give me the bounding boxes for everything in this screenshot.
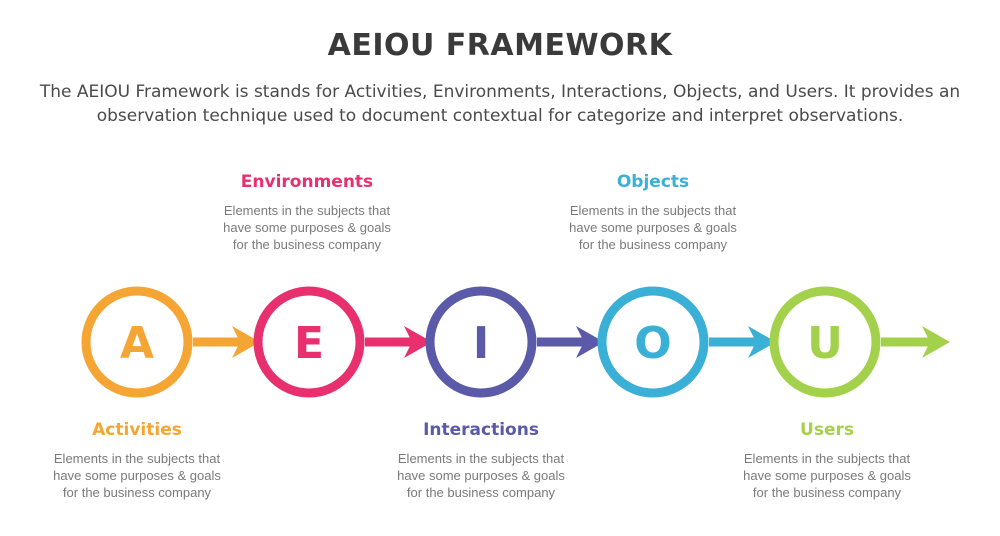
step-o-circle: O xyxy=(597,286,709,398)
connector-u-end xyxy=(881,326,950,358)
interactions-description: Elements in the subjects that have some … xyxy=(397,451,565,500)
step-e-circle: E xyxy=(253,286,365,398)
step-a-circle: A xyxy=(81,286,193,398)
activities-label: Activities xyxy=(92,420,182,440)
interactions-label: Interactions xyxy=(423,420,539,440)
users-description: Elements in the subjects that have some … xyxy=(743,451,911,500)
objects-description: Elements in the subjects that have some … xyxy=(569,203,737,252)
objects-label: Objects xyxy=(616,172,690,192)
letter-e: E xyxy=(294,318,324,369)
activities-description: Elements in the subjects that have some … xyxy=(53,451,221,500)
letter-a: A xyxy=(120,318,154,369)
environments-label: Environments xyxy=(240,172,374,192)
connector-o-u xyxy=(709,326,776,358)
step-i-circle: I xyxy=(425,286,537,398)
page-subtitle: The AEIOU Framework is stands for Activi… xyxy=(39,82,961,126)
letter-u: U xyxy=(807,318,843,369)
users-label: Users xyxy=(800,420,854,440)
step-u-circle: U xyxy=(769,286,881,398)
connector-e-i xyxy=(365,326,432,358)
connector-i-o xyxy=(537,326,604,358)
aeiou-flow-diagram: A E I O U xyxy=(81,286,950,398)
letter-o: O xyxy=(634,318,671,369)
connector-a-e xyxy=(193,326,260,358)
page-title: AEIOU FRAMEWORK xyxy=(327,28,673,63)
letter-i: I xyxy=(473,318,489,369)
environments-description: Elements in the subjects that have some … xyxy=(223,203,391,252)
